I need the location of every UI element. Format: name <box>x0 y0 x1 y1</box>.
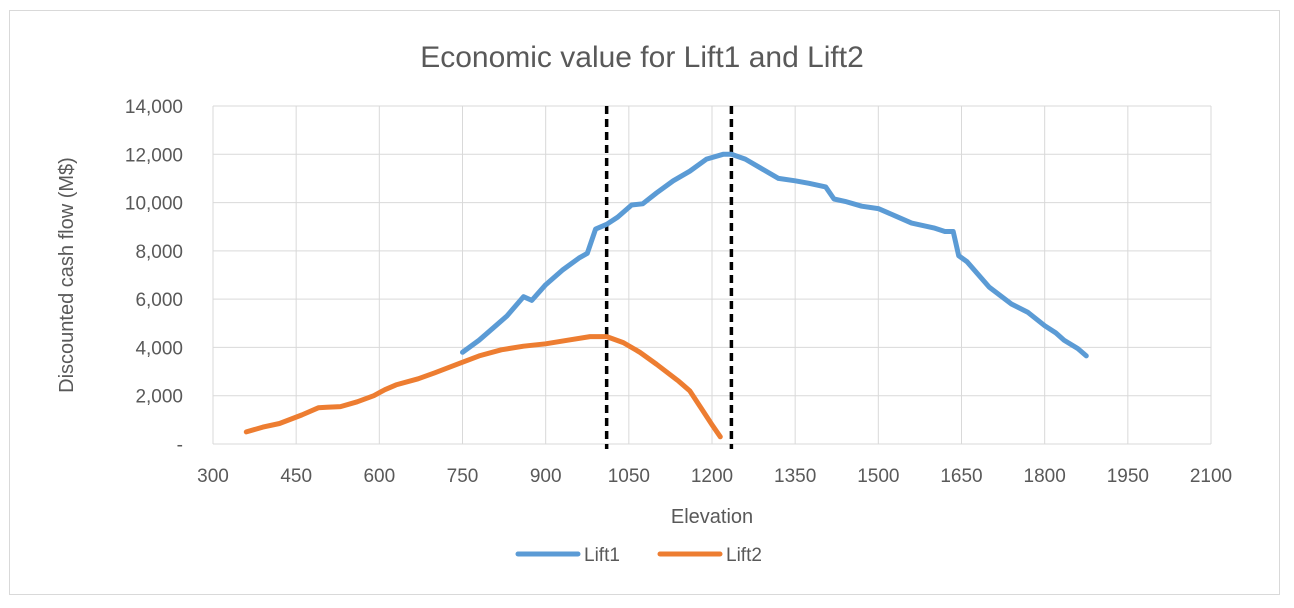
series-line-lift1 <box>460 151 1089 359</box>
y-tick-label: 6,000 <box>135 290 183 311</box>
series-line-lift2 <box>243 334 723 440</box>
x-tick-label: 450 <box>280 466 312 487</box>
line-chart: Economic value for Lift1 and Lift2 - 2,00… <box>56 41 1232 566</box>
legend-label-lift2: Lift2 <box>726 545 762 566</box>
x-tick-label: 1950 <box>1107 466 1149 487</box>
chart-frame: Economic value for Lift1 and Lift2 - 2,00… <box>9 10 1280 595</box>
tick-labels: - 2,000 4,000 6,000 8,000 10,000 12,000 14,000 3… <box>125 97 1232 487</box>
x-tick-label: 1200 <box>691 466 733 487</box>
x-tick-label: 600 <box>363 466 395 487</box>
y-tick-label: 8,000 <box>135 242 183 263</box>
x-tick-label: 1650 <box>940 466 982 487</box>
y-tick-label: 10,000 <box>125 194 183 215</box>
series-layer <box>243 151 1089 440</box>
x-tick-label: 1350 <box>774 466 816 487</box>
x-axis-label: Elevation <box>671 506 753 528</box>
gridlines <box>212 105 1212 445</box>
x-tick-label: 750 <box>447 466 479 487</box>
x-tick-label: 2100 <box>1190 466 1232 487</box>
legend-label-lift1: Lift1 <box>584 545 620 566</box>
y-tick-label: - <box>177 435 183 456</box>
y-tick-label: 4,000 <box>135 338 183 359</box>
x-tick-label: 900 <box>530 466 562 487</box>
x-tick-label: 1050 <box>608 466 650 487</box>
y-tick-label: 14,000 <box>125 97 183 118</box>
x-tick-label: 1800 <box>1024 466 1066 487</box>
y-tick-label: 2,000 <box>135 387 183 408</box>
legend: Lift1 Lift2 <box>515 545 762 566</box>
x-tick-label: 300 <box>197 466 229 487</box>
y-axis-label: Discounted cash flow (M$) <box>56 157 78 393</box>
vertical-markers <box>604 106 734 449</box>
x-tick-label: 1500 <box>857 466 899 487</box>
y-tick-label: 12,000 <box>125 145 183 166</box>
chart-title: Economic value for Lift1 and Lift2 <box>420 41 864 74</box>
